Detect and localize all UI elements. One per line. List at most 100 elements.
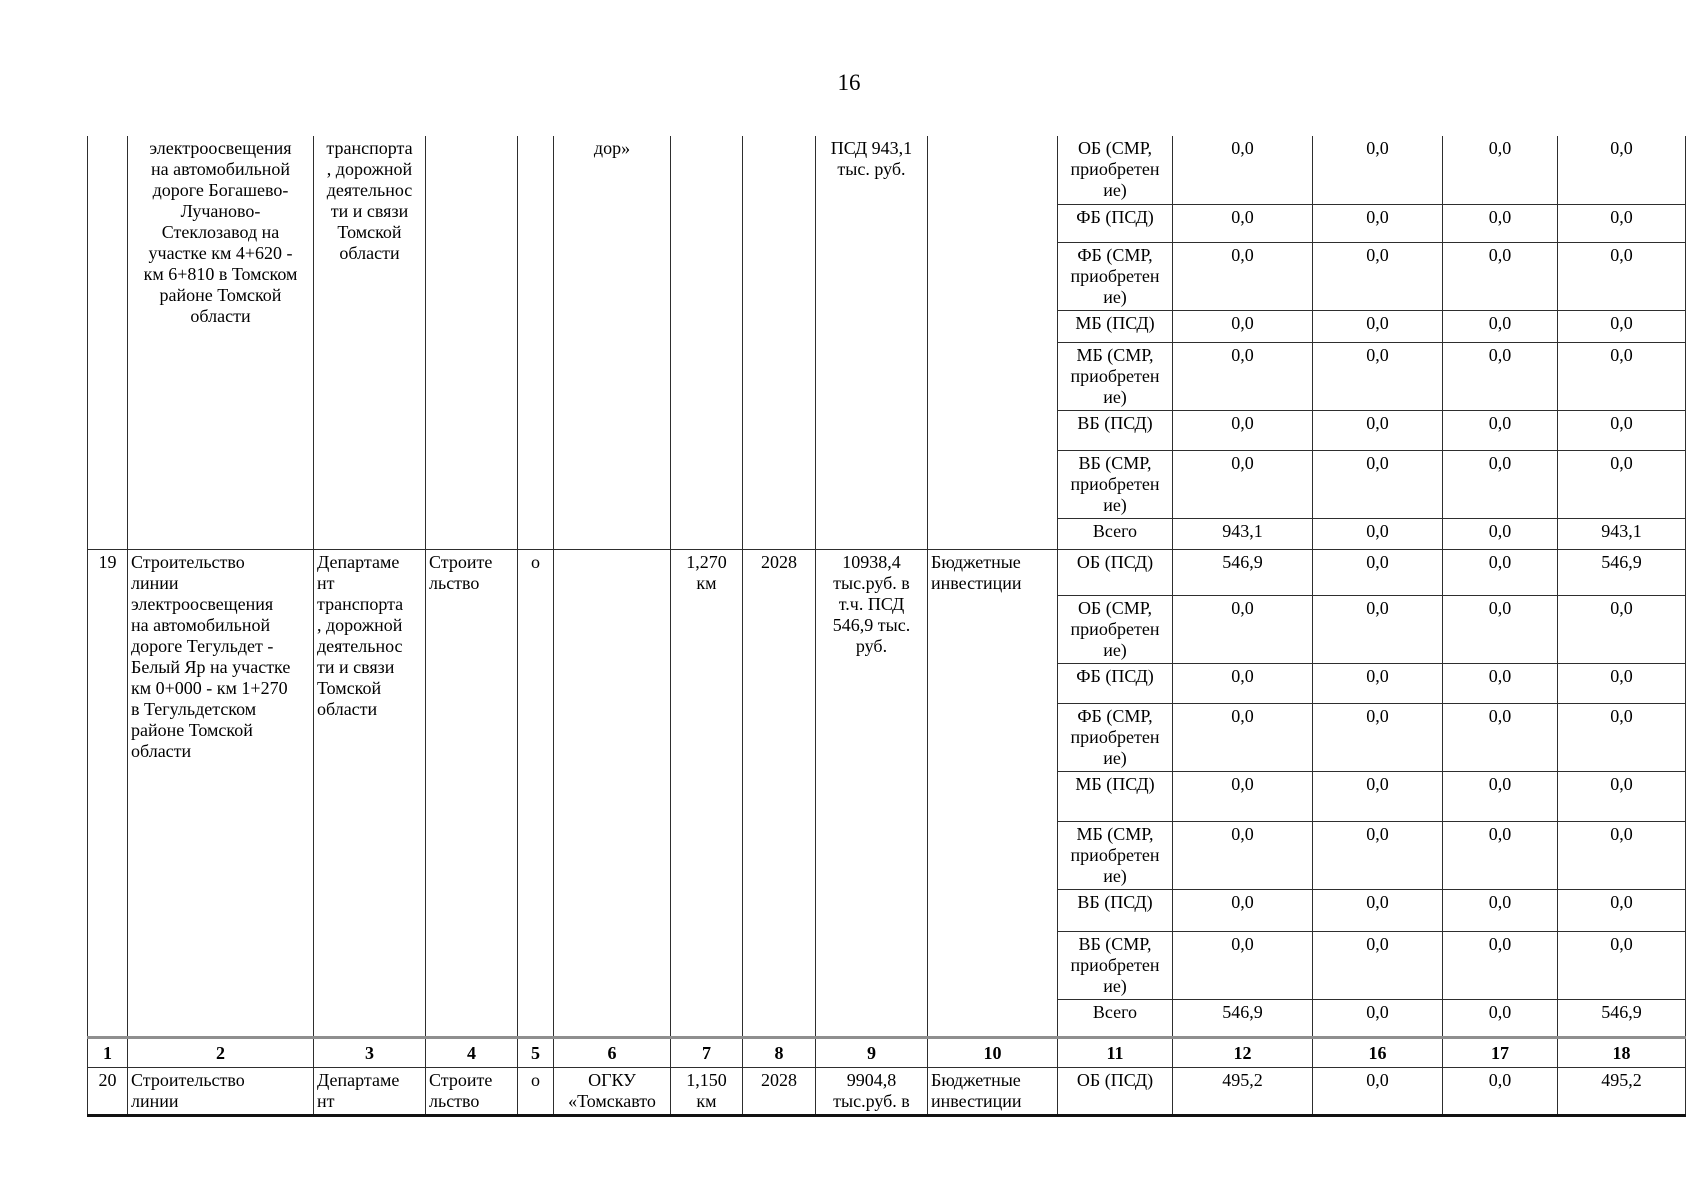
funding-value: 495,2 bbox=[1557, 1066, 1686, 1117]
funding-label: МБ (ПСД) bbox=[1057, 309, 1173, 343]
object-description-cell: электроосвещения на автомобильной дороге… bbox=[127, 136, 314, 550]
row-number-cell: 19 bbox=[87, 548, 128, 1038]
funding-value: 0,0 bbox=[1312, 1066, 1443, 1117]
department-cell: Департаме нт bbox=[313, 1066, 426, 1117]
funding-value: 0,0 bbox=[1172, 770, 1313, 822]
funding-label: ФБ (СМР, приобретен ие) bbox=[1057, 241, 1173, 311]
funding-label: МБ (СМР, приобретен ие) bbox=[1057, 341, 1173, 411]
cost-cell: 9904,8 тыс.руб. в bbox=[815, 1066, 928, 1117]
work-type-cell bbox=[425, 136, 518, 550]
funding-total-value: 0,0 bbox=[1442, 517, 1558, 550]
funding-total-value: 546,9 bbox=[1172, 998, 1313, 1038]
funding-value: 0,0 bbox=[1172, 594, 1313, 664]
cost-cell: 10938,4 тыс.руб. в т.ч. ПСД 546,9 тыс. р… bbox=[815, 548, 928, 1038]
funding-value: 0,0 bbox=[1312, 770, 1443, 822]
funding-value: 0,0 bbox=[1442, 820, 1558, 890]
funding-value: 0,0 bbox=[1172, 888, 1313, 932]
funding-value: 0,0 bbox=[1312, 409, 1443, 451]
funding-total-value: 943,1 bbox=[1172, 517, 1313, 550]
funding-label: ВБ (СМР, приобретен ие) bbox=[1057, 449, 1173, 519]
funding-value: 546,9 bbox=[1557, 548, 1686, 596]
funding-value: 0,0 bbox=[1442, 594, 1558, 664]
row-number-cell: 20 bbox=[87, 1066, 128, 1117]
funding-label: ФБ (ПСД) bbox=[1057, 662, 1173, 704]
funding-value: 0,0 bbox=[1312, 136, 1443, 205]
funding-value: 0,0 bbox=[1312, 930, 1443, 1000]
col5-cell: о bbox=[517, 1066, 554, 1117]
col-header: 3 bbox=[313, 1035, 426, 1068]
funding-value: 0,0 bbox=[1172, 662, 1313, 704]
funding-value: 0,0 bbox=[1172, 409, 1313, 451]
funding-value: 0,0 bbox=[1172, 309, 1313, 343]
investment-projects-table: электроосвещения на автомобильной дороге… bbox=[87, 136, 1686, 1117]
funding-value: 0,0 bbox=[1442, 203, 1558, 243]
funding-total-value: 0,0 bbox=[1312, 517, 1443, 550]
col-header: 6 bbox=[553, 1035, 671, 1068]
funding-label: ОБ (ПСД) bbox=[1057, 1066, 1173, 1117]
funding-value: 0,0 bbox=[1557, 930, 1686, 1000]
year-cell: 2028 bbox=[742, 1066, 816, 1117]
funding-value: 0,0 bbox=[1557, 409, 1686, 451]
funding-value: 0,0 bbox=[1442, 409, 1558, 451]
funding-value: 546,9 bbox=[1172, 548, 1313, 596]
funding-total-value: 0,0 bbox=[1442, 998, 1558, 1038]
funding-value: 0,0 bbox=[1312, 702, 1443, 772]
executor-cell bbox=[553, 548, 671, 1038]
department-cell: Департаме нт транспорта , дорожной деяте… bbox=[313, 548, 426, 1038]
funding-total-value: 0,0 bbox=[1312, 998, 1443, 1038]
year-cell: 2028 bbox=[742, 548, 816, 1038]
funding-value: 0,0 bbox=[1557, 136, 1686, 205]
funding-value: 0,0 bbox=[1557, 702, 1686, 772]
funding-total-label: Всего bbox=[1057, 517, 1173, 550]
funding-value: 0,0 bbox=[1442, 341, 1558, 411]
funding-value: 0,0 bbox=[1172, 820, 1313, 890]
funding-label: ОБ (ПСД) bbox=[1057, 548, 1173, 596]
department-cell: транспорта , дорожной деятельнос ти и св… bbox=[313, 136, 426, 550]
funding-label: МБ (СМР, приобретен ие) bbox=[1057, 820, 1173, 890]
funding-value: 0,0 bbox=[1442, 241, 1558, 311]
funding-value: 0,0 bbox=[1442, 770, 1558, 822]
funding-value: 0,0 bbox=[1557, 820, 1686, 890]
funding-label: ОБ (СМР, приобретен ие) bbox=[1057, 594, 1173, 664]
funding-label: ФБ (ПСД) bbox=[1057, 203, 1173, 243]
funding-value: 0,0 bbox=[1172, 449, 1313, 519]
funding-value: 0,0 bbox=[1312, 449, 1443, 519]
funding-value: 0,0 bbox=[1442, 449, 1558, 519]
funding-value: 0,0 bbox=[1442, 888, 1558, 932]
col5-cell: о bbox=[517, 548, 554, 1038]
work-type-cell: Строите льство bbox=[425, 1066, 518, 1117]
funding-total-value: 546,9 bbox=[1557, 998, 1686, 1038]
funding-value: 0,0 bbox=[1172, 930, 1313, 1000]
funding-value: 0,0 bbox=[1557, 203, 1686, 243]
funding-label: ВБ (ПСД) bbox=[1057, 888, 1173, 932]
col-header: 7 bbox=[670, 1035, 743, 1068]
funding-value: 0,0 bbox=[1312, 594, 1443, 664]
funding-value: 0,0 bbox=[1442, 309, 1558, 343]
funding-total-label: Всего bbox=[1057, 998, 1173, 1038]
object-description-cell: Строительство линии bbox=[127, 1066, 314, 1117]
executor-cell: ОГКУ «Томскавто bbox=[553, 1066, 671, 1117]
funding-value: 0,0 bbox=[1312, 203, 1443, 243]
funding-label: ВБ (СМР, приобретен ие) bbox=[1057, 930, 1173, 1000]
funding-value: 0,0 bbox=[1557, 888, 1686, 932]
funding-label: ОБ (СМР, приобретен ие) bbox=[1057, 136, 1173, 205]
funding-value: 0,0 bbox=[1172, 702, 1313, 772]
funding-value: 495,2 bbox=[1172, 1066, 1313, 1117]
length-cell: 1,150 км bbox=[670, 1066, 743, 1117]
length-cell bbox=[670, 136, 743, 550]
col-header: 4 bbox=[425, 1035, 518, 1068]
page-number: 16 bbox=[837, 70, 861, 95]
funding-value: 0,0 bbox=[1312, 662, 1443, 704]
funding-value: 0,0 bbox=[1557, 241, 1686, 311]
length-cell: 1,270 км bbox=[670, 548, 743, 1038]
funding-total-value: 943,1 bbox=[1557, 517, 1686, 550]
col-header: 8 bbox=[742, 1035, 816, 1068]
col5-cell bbox=[517, 136, 554, 550]
funding-value: 0,0 bbox=[1557, 309, 1686, 343]
funding-value: 0,0 bbox=[1442, 662, 1558, 704]
work-type-cell: Строите льство bbox=[425, 548, 518, 1038]
funding-value: 0,0 bbox=[1442, 548, 1558, 596]
funding-value: 0,0 bbox=[1172, 203, 1313, 243]
object-description-cell: Строительство линии электроосвещения на … bbox=[127, 548, 314, 1038]
